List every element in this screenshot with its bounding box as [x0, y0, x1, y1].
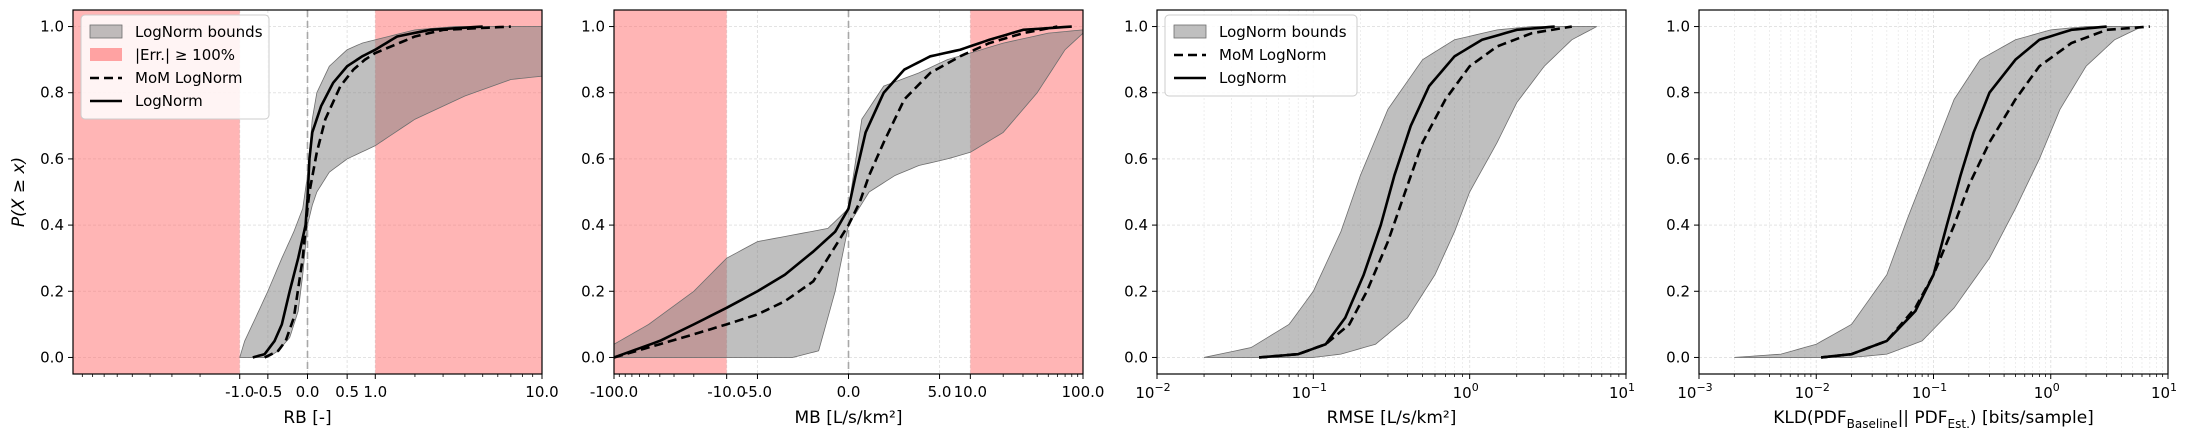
- legend-label: LogNorm: [135, 92, 203, 110]
- mom-lognorm-line: [1820, 25, 2150, 359]
- y-tick-label: 1.0: [581, 18, 605, 36]
- legend-box: [1164, 14, 1358, 97]
- lognorm-line: [1820, 25, 2107, 359]
- mom-lognorm-line: [614, 25, 1058, 359]
- y-axis-label: P(X ≥ x): [9, 157, 29, 227]
- y-tick-label: 0.4: [1666, 216, 1690, 234]
- y-tick-label: 0.4: [40, 216, 64, 234]
- axes-frame: [1156, 9, 1627, 375]
- legend-label: LogNorm: [1219, 69, 1287, 87]
- x-tick-label: 100: [1453, 381, 1479, 402]
- x-tick-label: 10−1: [1912, 381, 1947, 402]
- x-tick-label: -1.0: [225, 383, 254, 401]
- x-axis-label: RB [-]: [283, 408, 331, 428]
- y-tick-label: 0.0: [1124, 348, 1148, 366]
- y-tick-label: 0.0: [40, 348, 64, 366]
- x-tick-label: 100: [2034, 381, 2060, 402]
- x-axis-label: MB [L/s/km²]: [794, 408, 902, 428]
- x-tick-label: 10−3: [1677, 381, 1712, 402]
- y-tick-label: 1.0: [1666, 18, 1690, 36]
- panel-kld: 0.0 0.2 0.4 0.6 0.8 1.0 10−3 10−2 10−1 100 101 KLD(…: [1666, 9, 2177, 431]
- y-tick-label: 1.0: [40, 18, 64, 36]
- y-tick-label: 0.2: [1124, 282, 1148, 300]
- x-axis-label: KLD(PDFBaseline|| PDFEst.) [bits/sample]: [1773, 408, 2094, 431]
- x-tick-label: 10−2: [1135, 381, 1170, 402]
- x-tick-label: 0.5: [335, 383, 359, 401]
- y-tick-label: 0.8: [581, 84, 605, 102]
- x-axis-label: RMSE [L/s/km²]: [1327, 408, 1457, 428]
- y-tick-label: 0.2: [1666, 282, 1690, 300]
- x-tick-label: -10.0: [707, 383, 746, 401]
- y-tick-label: 0.4: [581, 216, 605, 234]
- x-tick-label: 0.0: [837, 383, 861, 401]
- x-tick-label: 10.0: [525, 383, 558, 401]
- x-tick-label: 0.0: [296, 383, 320, 401]
- lognorm-bounds-band: [239, 26, 542, 358]
- x-tick-label: 100.0: [1062, 383, 1105, 401]
- x-tick-label: 10−1: [1292, 381, 1327, 402]
- legend-band-swatch: [89, 24, 123, 39]
- y-tick-label: 0.6: [581, 150, 605, 168]
- lognorm-line: [1259, 25, 1555, 359]
- legend-label: LogNorm bounds: [135, 23, 263, 41]
- x-tick-label: 1.0: [363, 383, 387, 401]
- plot-area: [614, 10, 1083, 374]
- lognorm-line: [614, 25, 1072, 359]
- legend-label: MoM LogNorm: [1219, 46, 1327, 64]
- y-tick-label: 0.6: [1124, 150, 1148, 168]
- y-tick-label: 1.0: [1124, 18, 1148, 36]
- x-tick-label: 101: [2151, 381, 2177, 402]
- x-tick-label: -100.0: [590, 383, 638, 401]
- legend-label: MoM LogNorm: [135, 69, 243, 87]
- y-tick-label: 0.6: [1666, 150, 1690, 168]
- x-tick-label: 10−2: [1795, 381, 1830, 402]
- y-tick-label: 0.6: [40, 150, 64, 168]
- y-tick-label: 0.0: [1666, 348, 1690, 366]
- y-tick-label: 0.0: [581, 348, 605, 366]
- legend-region-swatch: [90, 48, 122, 61]
- y-tick-label: 0.4: [1124, 216, 1148, 234]
- y-tick-label: 0.8: [40, 84, 64, 102]
- y-tick-label: 0.8: [1124, 84, 1148, 102]
- legend: LogNorm bounds |Err.| ≥ 100% MoM LogNorm Lo…: [80, 14, 270, 120]
- y-tick-label: 0.2: [40, 282, 64, 300]
- lognorm-bounds-band: [614, 29, 1083, 358]
- x-tick-label: -0.5: [253, 383, 282, 401]
- lognorm-bounds-band: [1203, 26, 1597, 358]
- x-tick-label: 101: [1609, 381, 1635, 402]
- x-tick-label: 10.0: [954, 383, 987, 401]
- legend: LogNorm bounds MoM LogNorm LogNorm: [1164, 14, 1358, 97]
- lognorm-bounds-band: [1734, 26, 2143, 358]
- plot-area: [1157, 10, 1626, 374]
- y-tick-label: 0.8: [1666, 84, 1690, 102]
- legend-label: LogNorm bounds: [1219, 23, 1347, 41]
- panel-rb: 0.00.20.40.60.81.0-1.0-0.5 0.0 0.5 1.0 10.0R…: [9, 9, 559, 428]
- plot-area: [1699, 10, 2168, 374]
- x-tick-label: -5.0: [743, 383, 772, 401]
- x-tick-label: 5.0: [928, 383, 952, 401]
- legend-band-swatch: [1173, 24, 1207, 39]
- legend-label: |Err.| ≥ 100%: [135, 46, 235, 64]
- legend-box: [80, 14, 270, 120]
- lognorm-line: [252, 25, 483, 359]
- panel-rmse: 0.0 0.2 0.4 0.6 0.8 1.0 10−2 10−1 100 101 RMSE [L/…: [1124, 9, 1635, 428]
- y-tick-label: 0.2: [581, 282, 605, 300]
- panel-mb: 0.00.20.40.60.81.0-100.0 -10.0-5.0 0.0 5.0 1…: [581, 9, 1105, 428]
